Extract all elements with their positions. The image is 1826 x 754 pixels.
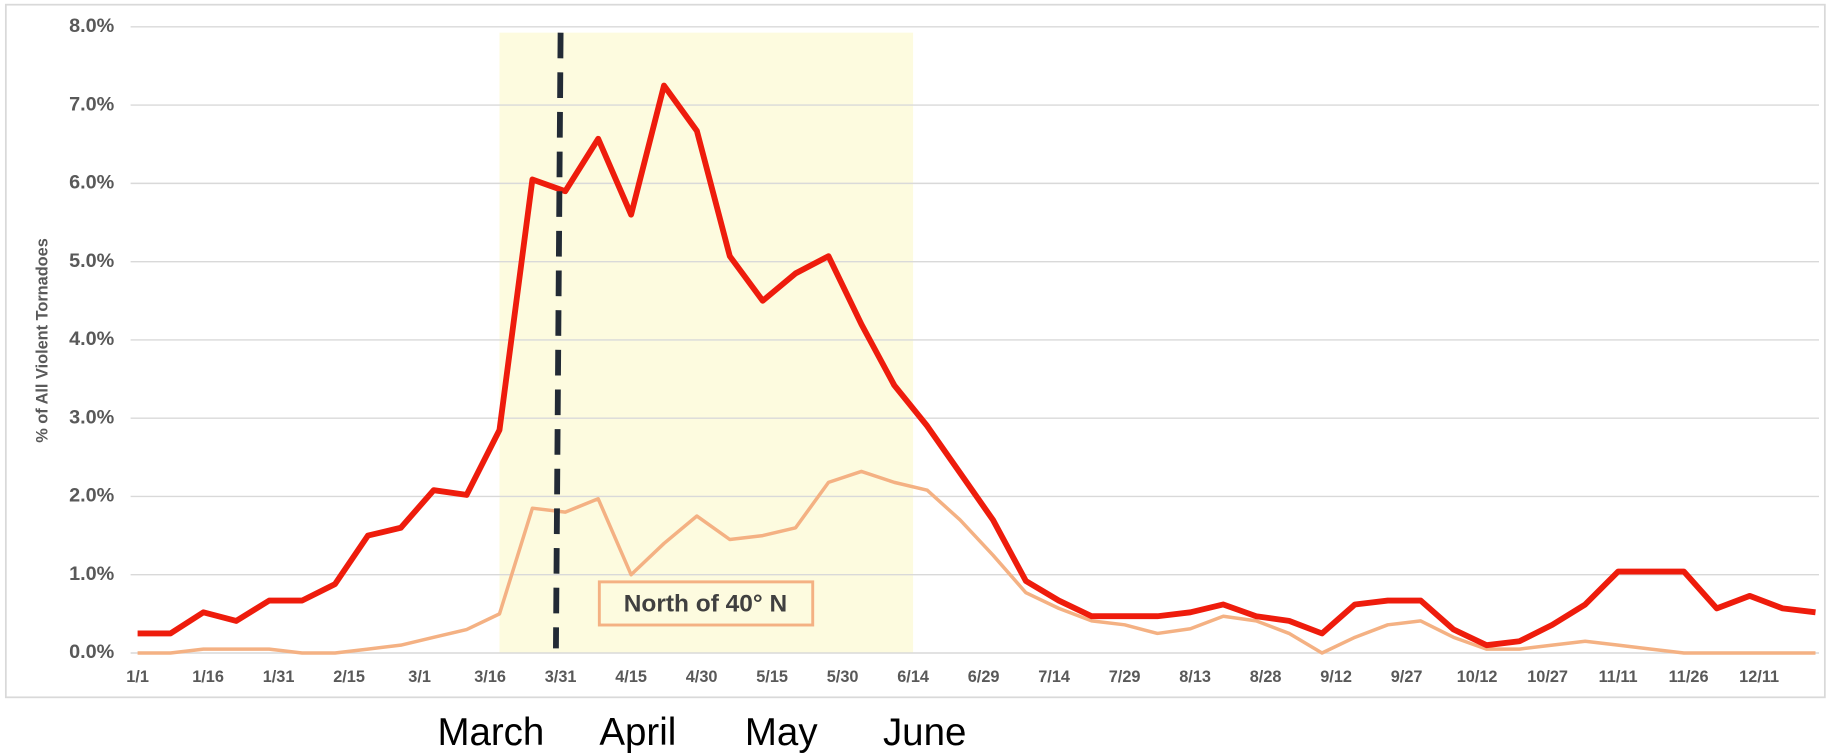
x-tick-label: 9/27 xyxy=(1391,668,1423,686)
x-tick-label: 3/1 xyxy=(408,668,431,686)
line-series xyxy=(137,82,1816,649)
x-tick-label: 9/12 xyxy=(1320,668,1352,686)
x-tick-label: 8/28 xyxy=(1250,668,1282,686)
x-tick-label: 6/29 xyxy=(968,668,1000,686)
x-tick-label: 7/29 xyxy=(1109,668,1141,686)
x-tick-label: 2/15 xyxy=(333,668,365,686)
x-tick-label: 6/14 xyxy=(897,668,929,686)
x-tick-label: 10/27 xyxy=(1527,668,1568,686)
y-tick-label: 8.0% xyxy=(69,15,115,37)
month-label: March xyxy=(437,711,544,754)
x-tick-label: 10/12 xyxy=(1457,668,1498,686)
y-tick-label: 7.0% xyxy=(69,93,115,115)
y-axis-label: % of All Violent Tornadoes xyxy=(33,238,51,443)
x-tick-label: 11/11 xyxy=(1599,668,1638,686)
x-tick-label: 11/26 xyxy=(1669,668,1709,686)
x-tick-label: 4/15 xyxy=(615,668,647,686)
x-tick-label: 4/30 xyxy=(686,668,718,686)
dashed-marker xyxy=(553,32,564,649)
x-tick-label: 1/1 xyxy=(126,668,149,686)
x-tick-label: 3/31 xyxy=(545,668,577,686)
x-tick-label: 8/13 xyxy=(1179,668,1211,686)
x-tick-label: 7/14 xyxy=(1038,668,1070,686)
line-series xyxy=(137,469,1816,655)
chart-border xyxy=(4,3,1826,699)
y-tick-label: 6.0% xyxy=(69,172,115,194)
x-tick-label: 5/30 xyxy=(827,668,859,686)
annotation: North of 40° N xyxy=(624,591,787,618)
month-label: June xyxy=(883,711,966,754)
month-label: May xyxy=(745,711,818,754)
y-tick-label: 1.0% xyxy=(69,563,115,585)
annotation-box xyxy=(597,580,815,627)
x-tick-label: 1/31 xyxy=(263,668,295,686)
y-tick-label: 5.0% xyxy=(69,250,115,272)
y-tick-label: 0.0% xyxy=(69,641,115,663)
y-tick-label: 3.0% xyxy=(69,406,115,428)
y-tick-label: 4.0% xyxy=(69,328,115,350)
x-tick-label: 5/15 xyxy=(756,668,788,686)
x-tick-label: 3/16 xyxy=(474,668,506,686)
x-tick-label: 1/16 xyxy=(192,668,224,686)
y-tick-label: 2.0% xyxy=(69,485,115,507)
month-label: April xyxy=(599,711,676,754)
x-tick-label: 12/11 xyxy=(1739,668,1779,686)
highlight-band xyxy=(499,32,914,653)
